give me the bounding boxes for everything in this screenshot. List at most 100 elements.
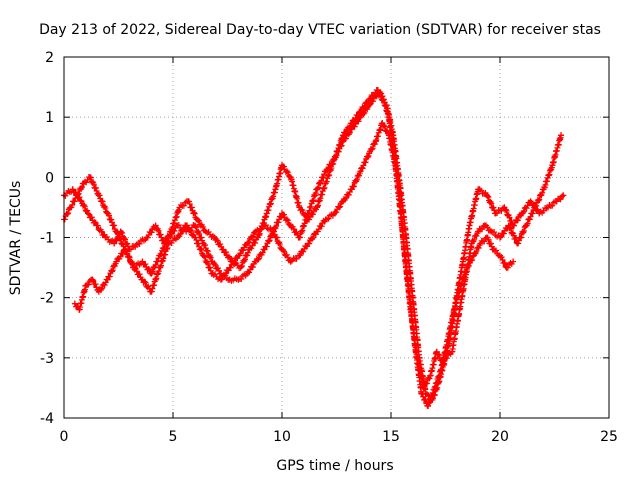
data-point: [348, 186, 355, 193]
data-point: [76, 306, 83, 313]
x-tick-label: 15: [382, 429, 400, 445]
data-point: [270, 228, 277, 235]
data-point: [340, 198, 347, 205]
data-point: [156, 252, 163, 259]
data-point: [544, 204, 551, 211]
data-point: [263, 210, 270, 217]
data-point: [331, 210, 338, 217]
y-tick-label: -4: [40, 411, 54, 427]
y-tick-label: -2: [40, 291, 54, 307]
data-point: [111, 240, 118, 247]
data-point: [200, 252, 207, 259]
data-point: [560, 192, 567, 199]
data-point: [313, 228, 320, 235]
data-point: [287, 174, 294, 181]
data-point: [246, 246, 253, 253]
data-point: [366, 102, 373, 109]
data-point: [385, 132, 392, 139]
data-point: [148, 288, 155, 295]
data-point: [255, 234, 262, 241]
data-point: [244, 270, 251, 277]
data-point: [425, 402, 432, 409]
data-point: [183, 222, 190, 229]
data-point: [261, 246, 268, 253]
data-point: [540, 186, 547, 193]
data-point: [322, 180, 329, 187]
data-point: [252, 258, 259, 265]
x-axis-label: GPS time / hours: [276, 458, 393, 474]
data-point: [497, 234, 503, 241]
data-point: [527, 198, 534, 205]
data-point: [503, 264, 510, 271]
data-point: [464, 264, 471, 271]
data-point: [209, 270, 216, 277]
data-point: [372, 138, 379, 145]
data-point: [93, 222, 100, 229]
data-point: [165, 240, 172, 247]
data-point: [523, 222, 530, 229]
data-point: [490, 246, 497, 253]
data-point: [457, 282, 464, 289]
data-point: [466, 222, 473, 229]
data-point: [481, 222, 488, 229]
data-point: [536, 210, 543, 217]
data-point: [558, 132, 565, 139]
data-point: [411, 342, 418, 349]
data-point: [296, 204, 303, 211]
data-point: [287, 258, 294, 265]
data-point: [455, 312, 462, 319]
data-point: [102, 234, 109, 241]
data-point: [322, 168, 329, 175]
data-point: [483, 234, 490, 241]
data-point: [139, 258, 146, 265]
data-point: [483, 192, 490, 199]
data-point: [553, 198, 560, 205]
y-tick-label: 1: [45, 110, 54, 126]
data-point: [383, 102, 390, 109]
data-point: [374, 90, 381, 97]
data-point: [279, 162, 285, 169]
data-point: [69, 186, 76, 193]
data-point: [431, 384, 438, 391]
data-point: [95, 288, 102, 295]
data-point: [313, 204, 320, 211]
data-point: [296, 252, 303, 259]
data-point: [202, 228, 209, 235]
y-tick-label: 2: [45, 50, 54, 66]
data-point: [78, 198, 85, 205]
x-tick-label: 5: [169, 429, 178, 445]
x-tick-label: 20: [491, 429, 509, 445]
data-point: [211, 234, 218, 241]
data-point: [272, 186, 279, 193]
data-point: [80, 180, 87, 187]
data-point: [549, 162, 556, 169]
data-point: [165, 234, 172, 241]
data-point: [444, 336, 451, 343]
data-point: [95, 192, 102, 199]
data-point: [104, 276, 111, 283]
data-series: [61, 86, 567, 409]
data-point: [379, 120, 386, 127]
data-point: [405, 282, 412, 289]
data-point: [226, 276, 233, 283]
data-point: [296, 234, 303, 241]
data-point: [357, 114, 364, 121]
data-point: [459, 258, 466, 265]
data-point: [174, 222, 181, 229]
data-point: [84, 210, 91, 217]
data-point: [451, 306, 458, 313]
data-point: [261, 222, 268, 229]
data-point: [510, 258, 517, 265]
data-point: [340, 138, 347, 145]
data-point: [191, 234, 198, 241]
y-tick-label: -3: [40, 351, 54, 367]
data-point: [348, 126, 355, 133]
data-point: [313, 186, 320, 193]
data-point: [135, 240, 142, 247]
data-point: [174, 234, 181, 241]
data-point: [226, 264, 233, 271]
axis-ticks: 0 5 10 15 20 25 -4 -3 -2 -1 0 1 2: [40, 50, 618, 445]
x-tick-label: 0: [60, 429, 69, 445]
